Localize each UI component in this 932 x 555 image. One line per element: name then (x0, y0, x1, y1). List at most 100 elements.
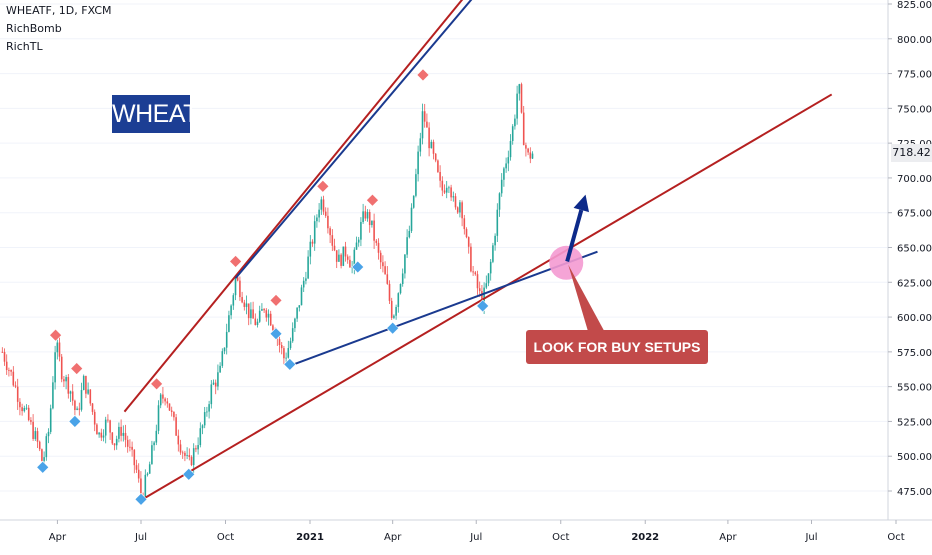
time-tick-label: Oct (217, 532, 234, 543)
candle-body (36, 431, 39, 442)
candle-body (148, 464, 151, 474)
candle-body (322, 199, 325, 212)
time-axis[interactable]: Apr Jul Oct 2021 Apr Jul Oct 2022 Apr Jul Oct (0, 519, 932, 543)
candle-body (217, 372, 219, 387)
trend-lines[interactable] (123, 0, 833, 502)
symbol-line[interactable]: WHEATF, 1D, FXCM (6, 4, 112, 17)
candle-body (485, 283, 488, 288)
candle-body (355, 242, 358, 250)
candle-body (203, 412, 206, 426)
candle-body (3, 352, 6, 362)
candle-body (184, 452, 186, 456)
candle-body (289, 341, 292, 349)
candle-body (450, 187, 452, 198)
candle-body (346, 256, 349, 260)
candle-body (415, 174, 417, 196)
candle-body (181, 452, 184, 454)
candle-body (305, 278, 307, 281)
candle-body (434, 153, 437, 161)
candle-body (531, 153, 534, 159)
candle-body (210, 384, 213, 405)
candle-body (384, 266, 386, 275)
candle-body (342, 246, 345, 266)
candle-body (467, 237, 470, 247)
candle-body (206, 411, 208, 413)
candle-body (338, 254, 340, 262)
candle-body (371, 220, 373, 226)
candle-body (109, 420, 111, 433)
candle-body (285, 357, 287, 359)
candle-body (155, 430, 158, 443)
price-tick-label: 600.00 (897, 313, 932, 324)
candle-body (85, 375, 87, 394)
buy-signal-diamond (269, 327, 283, 341)
candle-body (170, 410, 173, 412)
candle-body (472, 271, 474, 273)
candle-body (478, 288, 481, 292)
signals (36, 68, 490, 506)
indicator-richbomb[interactable]: RichBomb (6, 22, 62, 35)
candle-body (489, 261, 492, 274)
candle-body (423, 111, 426, 122)
price-axis[interactable]: 475.00 500.00 525.00 550.00 575.00 600.00 625.… (887, 0, 932, 520)
candle-body (159, 394, 162, 406)
price-tick-label: 550.00 (897, 383, 932, 394)
candle-body (82, 375, 85, 391)
candle-body (291, 328, 294, 342)
candle-body (162, 394, 164, 399)
indicator-richtl[interactable]: RichTL (6, 40, 43, 53)
candle-body (52, 382, 54, 409)
annotations[interactable] (549, 194, 608, 338)
highlight-circle (549, 245, 584, 280)
time-tick-label: Oct (887, 532, 904, 543)
candle-body (428, 127, 430, 149)
candle-body (360, 222, 362, 240)
candle-body (19, 401, 21, 408)
candle-body (516, 93, 518, 119)
sell-signal-diamond (316, 179, 330, 193)
wheat-label-box[interactable]: WHEAT (112, 95, 198, 133)
buy-signal-diamond (134, 492, 148, 506)
candle-body (503, 168, 505, 180)
candle-body (223, 347, 226, 352)
trend-line-1 (123, 0, 464, 413)
sell-signal-diamond (416, 68, 430, 82)
candle-body (230, 305, 232, 316)
candle-body (54, 352, 56, 383)
candle-body (272, 325, 274, 331)
candle-body (5, 361, 8, 371)
candle-body (102, 435, 105, 438)
price-tick-label: 625.00 (897, 278, 932, 289)
candle-body (21, 407, 23, 412)
candle-body (34, 431, 37, 439)
time-tick-label: Jul (134, 532, 147, 543)
candle-body (258, 310, 261, 322)
candle-body (80, 390, 83, 410)
buy-setups-callout[interactable]: LOOK FOR BUY SETUPS (526, 330, 708, 364)
candle-body (131, 446, 133, 450)
candle-body (404, 254, 406, 274)
candle-body (382, 262, 384, 267)
candle-body (408, 230, 411, 238)
candle-body (137, 469, 140, 479)
candle-body (507, 157, 510, 164)
candle-body (412, 195, 415, 208)
candle-body (135, 465, 138, 470)
candle-body (278, 339, 281, 346)
candle-body (386, 274, 389, 284)
time-tick-label: Apr (49, 532, 67, 543)
candle-body (335, 250, 338, 262)
candles (1, 82, 534, 502)
candle-body (421, 111, 424, 139)
candle-body (364, 211, 367, 219)
price-tick-label: 825.00 (897, 0, 932, 11)
candle-body (498, 193, 501, 210)
candle-body (87, 389, 89, 394)
candle-body (465, 229, 468, 238)
candle-body (459, 202, 461, 213)
candle-body (243, 302, 246, 307)
candle-body (307, 256, 309, 279)
candle-body (118, 426, 120, 439)
candle-body (267, 313, 270, 318)
candle-body (518, 84, 521, 94)
